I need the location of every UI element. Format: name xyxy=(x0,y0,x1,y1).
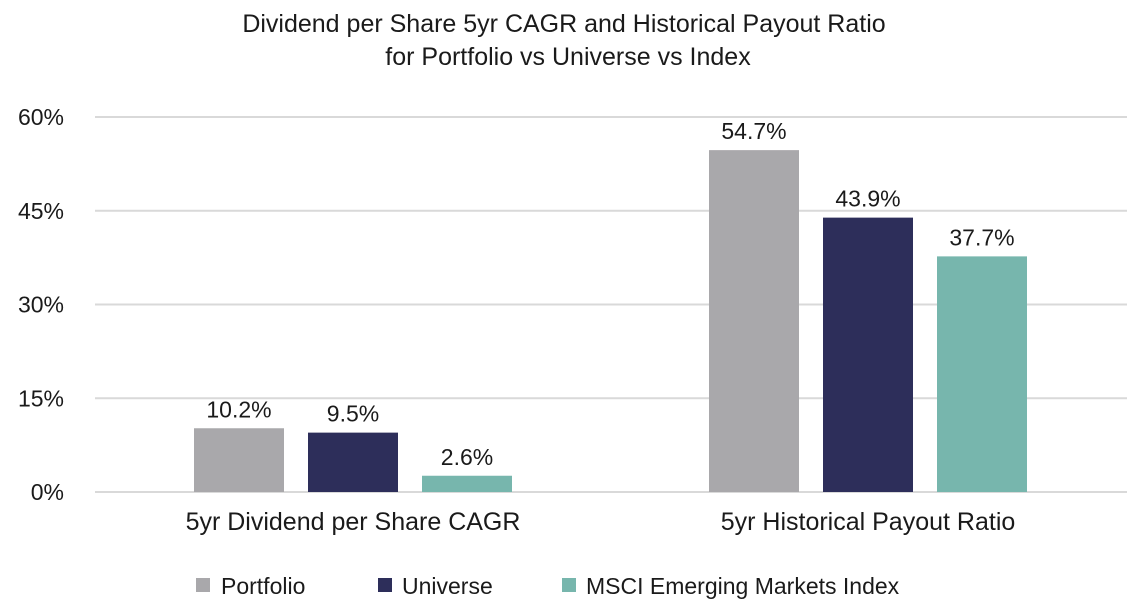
bar xyxy=(194,428,284,492)
y-tick-label: 30% xyxy=(18,292,64,318)
legend: Portfolio Universe MSCI Emerging Markets I… xyxy=(196,573,900,599)
y-tick-label: 15% xyxy=(18,385,64,411)
y-tick-label: 60% xyxy=(18,104,64,130)
legend-label: Portfolio xyxy=(221,573,305,599)
legend-item: Universe xyxy=(378,573,493,599)
chart-title-line-1: Dividend per Share 5yr CAGR and Historic… xyxy=(242,10,885,38)
legend-label: MSCI Emerging Markets Index xyxy=(586,573,900,599)
bar xyxy=(422,475,512,492)
bar xyxy=(823,217,913,492)
legend-swatch xyxy=(378,578,392,592)
bar xyxy=(937,256,1027,492)
bars xyxy=(194,150,1027,492)
data-label: 43.9% xyxy=(835,186,900,212)
y-tick-label: 0% xyxy=(31,479,64,505)
legend-item: Portfolio xyxy=(196,573,305,599)
data-label: 37.7% xyxy=(949,224,1014,250)
bar xyxy=(709,150,799,492)
data-label: 54.7% xyxy=(721,118,786,144)
chart-title: Dividend per Share 5yr CAGR and Historic… xyxy=(242,10,885,71)
chart-title-line-2: for Portfolio vs Universe vs Index xyxy=(385,43,751,71)
data-label: 9.5% xyxy=(327,401,379,427)
y-axis-tick-labels: 0% 15% 30% 45% 60% xyxy=(18,104,64,505)
legend-swatch xyxy=(562,578,576,592)
y-tick-label: 45% xyxy=(18,198,64,224)
legend-item: MSCI Emerging Markets Index xyxy=(562,573,900,599)
data-labels: 10.2% 9.5% 2.6% 54.7% 43.9% 37.7% xyxy=(206,118,1014,470)
data-label: 10.2% xyxy=(206,396,271,422)
x-axis-category-labels: 5yr Dividend per Share CAGR 5yr Historica… xyxy=(186,508,1016,536)
bar xyxy=(308,432,398,492)
data-label: 2.6% xyxy=(441,444,493,470)
x-category-label: 5yr Dividend per Share CAGR xyxy=(186,508,521,536)
legend-swatch xyxy=(196,578,210,592)
x-category-label: 5yr Historical Payout Ratio xyxy=(721,508,1016,536)
legend-label: Universe xyxy=(402,573,493,599)
